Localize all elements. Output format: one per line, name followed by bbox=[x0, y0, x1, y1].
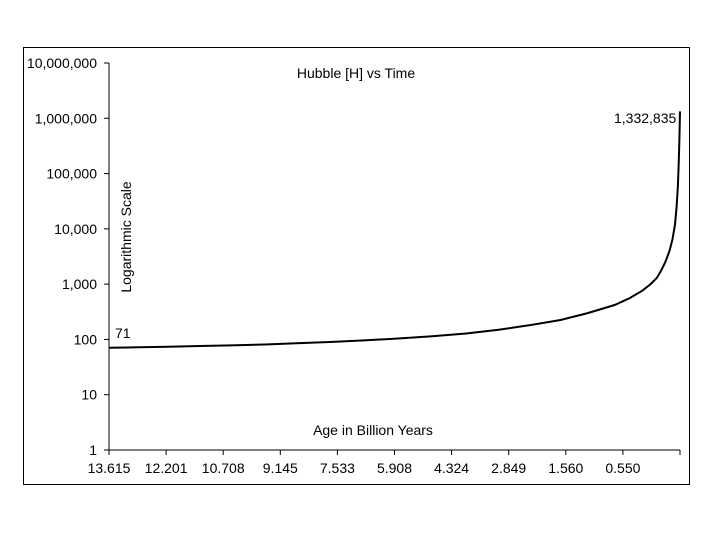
y-tick-label: 10,000 bbox=[54, 221, 97, 237]
x-tick-label: 0.550 bbox=[605, 460, 640, 476]
annotation-end-value: 1,332,835 bbox=[614, 110, 676, 126]
x-tick-label: 1.560 bbox=[548, 460, 583, 476]
y-tick-label: 1,000,000 bbox=[35, 110, 97, 126]
y-tick-label: 100,000 bbox=[46, 166, 97, 182]
y-tick-label: 1,000 bbox=[62, 276, 97, 292]
x-tick-label: 4.324 bbox=[434, 460, 469, 476]
y-tick-label: 10 bbox=[81, 387, 97, 403]
x-ticks: 13.615 12.201 10.708 9.145 7.533 5.908 4.324 2.… bbox=[88, 450, 681, 476]
series-line bbox=[108, 111, 681, 349]
y-tick-label: 10,000,000 bbox=[27, 55, 97, 71]
x-tick-label: 9.145 bbox=[263, 460, 298, 476]
y-tick-label: 100 bbox=[74, 331, 98, 347]
y-ticks: 1 10 100 1,000 10,000 100,000 1,000,000 10,000,… bbox=[27, 55, 109, 458]
x-tick-label: 13.615 bbox=[88, 460, 131, 476]
x-tick-label: 5.908 bbox=[377, 460, 412, 476]
x-tick-label: 12.201 bbox=[145, 460, 188, 476]
x-axis-label: Age in Billion Years bbox=[313, 422, 433, 438]
x-tick-label: 7.533 bbox=[320, 460, 355, 476]
chart-frame bbox=[23, 47, 690, 485]
y-tick-label: 1 bbox=[89, 442, 97, 458]
chart-title: Hubble [H] vs Time bbox=[297, 65, 415, 81]
x-tick-label: 2.849 bbox=[491, 460, 526, 476]
annotation-start-value: 71 bbox=[115, 325, 131, 341]
x-tick-label: 10.708 bbox=[202, 460, 245, 476]
y-axis-label: Logarithmic Scale bbox=[118, 181, 134, 292]
